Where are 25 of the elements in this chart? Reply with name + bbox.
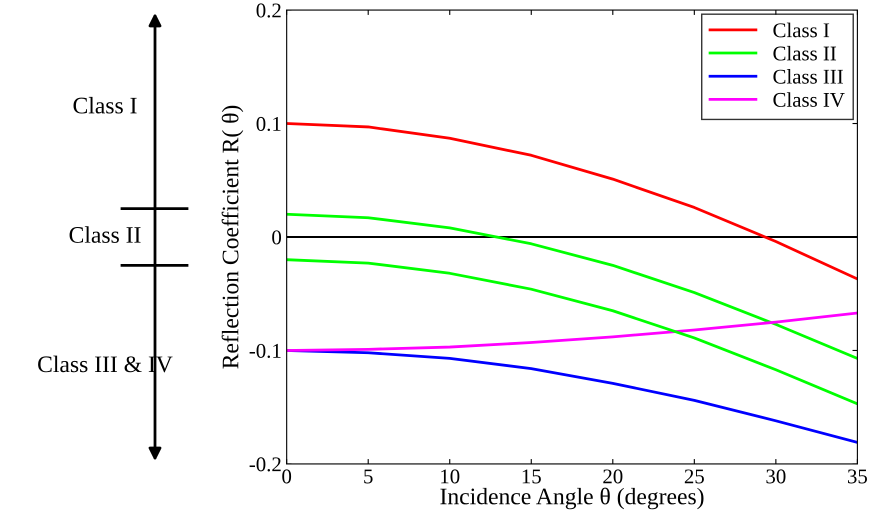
x-tick-label: 20 bbox=[603, 469, 622, 484]
x-tick-label: 10 bbox=[441, 469, 460, 484]
x-tick-label: 0 bbox=[282, 469, 292, 484]
line-series bbox=[286, 312, 858, 352]
y-tick-label: 0.1 bbox=[256, 116, 281, 132]
legend-label: Class II bbox=[773, 46, 836, 61]
x-tick-label: 35 bbox=[848, 469, 867, 484]
line-series bbox=[286, 122, 858, 280]
y-tick-label: -0.2 bbox=[250, 457, 281, 472]
y-tick-label: 0 bbox=[272, 230, 282, 244]
legend-label: Class IV bbox=[773, 92, 845, 108]
line-series bbox=[286, 258, 858, 406]
text: Class II bbox=[70, 226, 141, 243]
x-tick-label: 5 bbox=[364, 470, 373, 484]
x-tick-label: 25 bbox=[684, 469, 704, 484]
legend-label: Class I bbox=[773, 22, 830, 38]
x-tick-label: 30 bbox=[766, 469, 786, 484]
legend-label: Class III bbox=[773, 69, 843, 84]
y-tick-label: -0.1 bbox=[250, 344, 281, 358]
x-axis-title: Incidence Angle θ (degrees) bbox=[440, 488, 704, 510]
line-series bbox=[286, 212, 858, 360]
y-tick-label: 0.2 bbox=[256, 3, 281, 18]
text: Class I bbox=[74, 96, 137, 114]
x-tick-label: 15 bbox=[522, 469, 541, 484]
y-axis-title: Reflection Coefficient R( θ) bbox=[222, 106, 244, 369]
